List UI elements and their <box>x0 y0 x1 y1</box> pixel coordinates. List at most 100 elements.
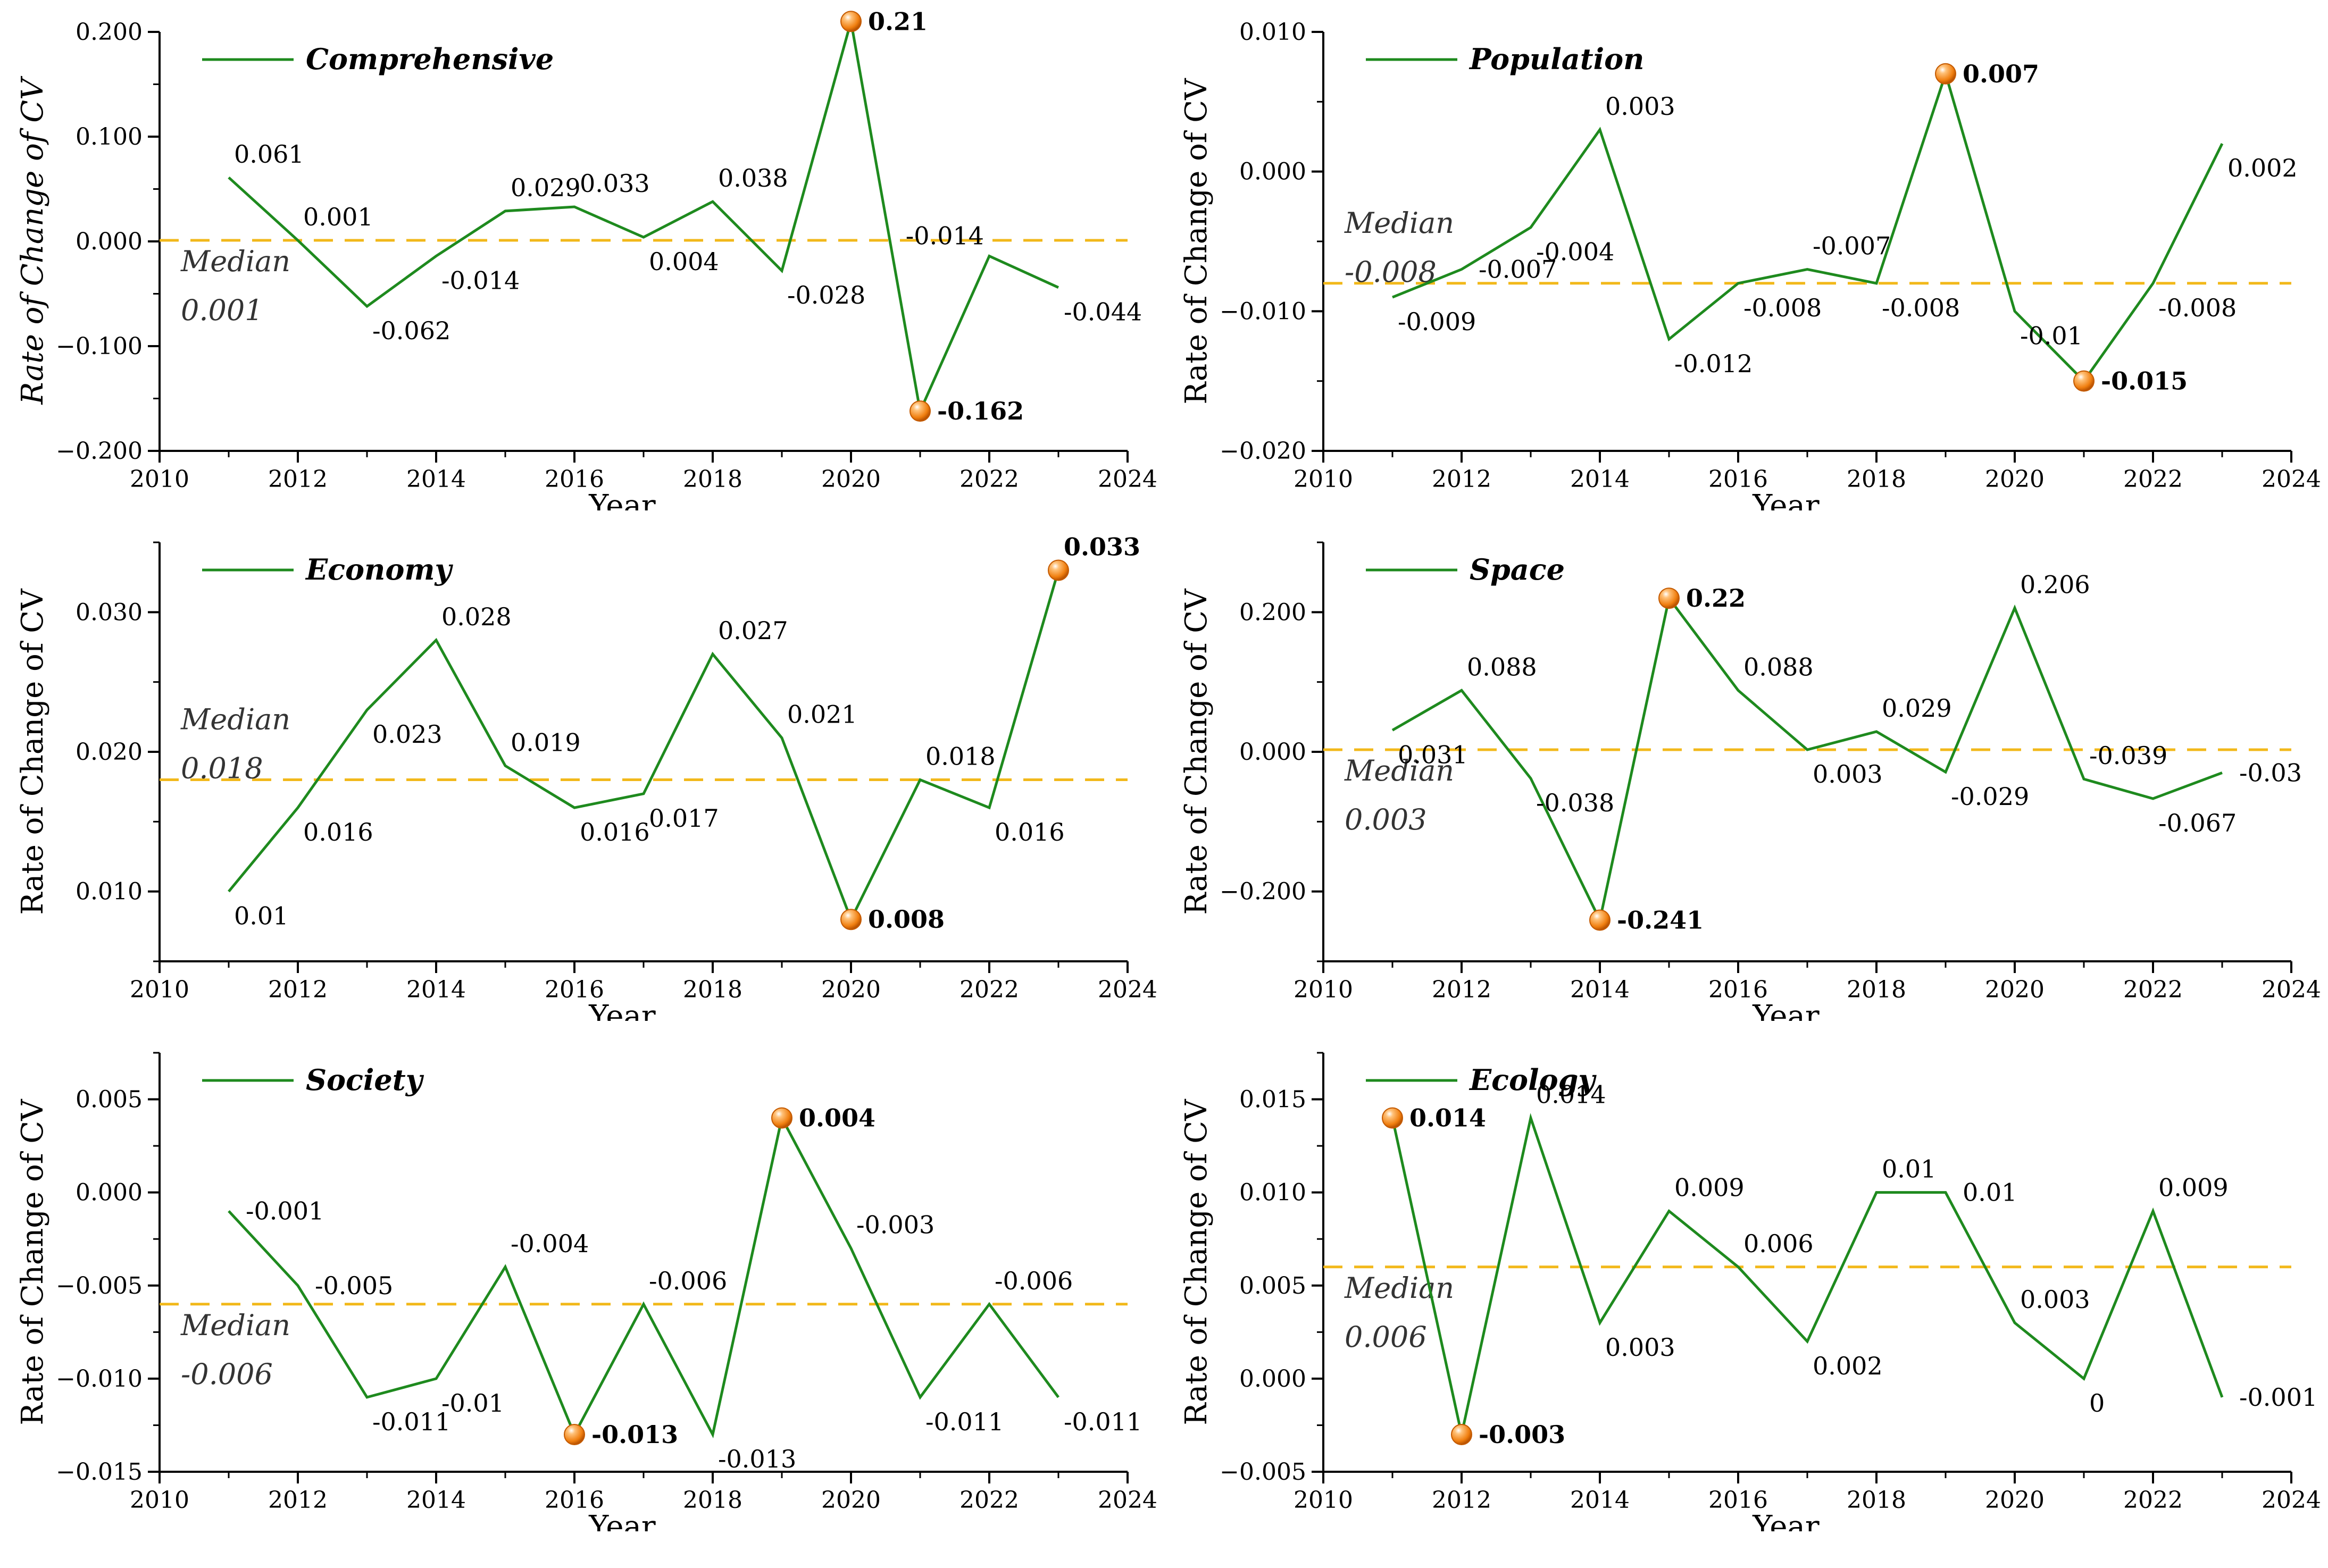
y-tick-label: 0.000 <box>76 228 143 255</box>
x-tick-label: 2012 <box>1432 1487 1491 1514</box>
data-label: 0.001 <box>303 203 373 231</box>
x-tick-label: 2018 <box>683 1487 742 1514</box>
data-label: 0 <box>2089 1389 2105 1418</box>
legend-label: Ecology <box>1468 1063 1597 1097</box>
y-tick-label: −0.005 <box>56 1272 143 1299</box>
extreme-point-marker <box>909 400 931 422</box>
extreme-point-marker <box>1451 1423 1472 1445</box>
x-axis-title: Year <box>588 1510 656 1531</box>
x-tick-label: 2014 <box>406 976 466 1003</box>
data-label: 0.019 <box>511 728 581 757</box>
median-value: 0.018 <box>181 752 263 785</box>
x-tick-label: 2018 <box>1847 1487 1906 1514</box>
data-label: -0.011 <box>925 1407 1004 1436</box>
y-tick-label: −0.100 <box>56 333 143 360</box>
data-label: -0.011 <box>372 1407 450 1436</box>
data-label: -0.044 <box>1064 298 1142 326</box>
y-tick-label: −0.020 <box>1220 438 1306 465</box>
x-tick-label: 2018 <box>683 976 742 1003</box>
x-tick-label: 2024 <box>1098 976 1157 1003</box>
legend-label: Space <box>1470 552 1565 586</box>
extreme-point-marker <box>771 1107 792 1129</box>
x-tick-label: 2016 <box>1708 1487 1768 1514</box>
extreme-point-marker <box>1658 588 1680 609</box>
median-label: Median <box>1344 1271 1454 1305</box>
data-label: -0.007 <box>1813 232 1891 261</box>
y-tick-label: 0.200 <box>76 19 143 46</box>
data-label: 0.01 <box>1963 1178 2017 1207</box>
data-label: 0.002 <box>2227 154 2298 182</box>
y-axis-title: Rate of Change of CV <box>15 1099 50 1426</box>
data-label: -0.039 <box>2089 741 2167 770</box>
data-label: 0.018 <box>925 742 996 771</box>
extreme-point-marker <box>1382 1107 1403 1129</box>
x-tick-label: 2012 <box>1432 976 1491 1003</box>
x-tick-label: 2010 <box>1294 1487 1353 1514</box>
data-label: 0.008 <box>868 905 945 934</box>
y-tick-label: −0.200 <box>56 438 143 465</box>
y-tick-label: −0.015 <box>56 1458 143 1486</box>
extreme-point-marker <box>1048 559 1069 581</box>
data-label: -0.001 <box>2239 1383 2317 1412</box>
y-axis-title: Rate of Change of CV <box>15 588 50 915</box>
data-label: 0.029 <box>1882 694 1952 723</box>
x-tick-label: 2020 <box>821 466 881 493</box>
median-value: -0.008 <box>1345 255 1437 289</box>
x-tick-label: 2010 <box>1294 976 1353 1003</box>
median-label: Median <box>1344 754 1454 787</box>
data-label: -0.013 <box>591 1420 678 1449</box>
data-label: -0.062 <box>372 316 450 345</box>
data-label: 0.003 <box>1605 92 1675 121</box>
series-line <box>1391 1113 2224 1435</box>
x-tick-label: 2016 <box>1708 466 1768 493</box>
x-tick-label: 2014 <box>406 1487 466 1514</box>
data-label: -0.008 <box>1743 294 1822 322</box>
extreme-point-marker <box>840 909 862 930</box>
data-label: -0.009 <box>1398 307 1476 336</box>
x-tick-label: 2022 <box>959 1487 1019 1514</box>
y-tick-label: −0.010 <box>56 1365 143 1393</box>
x-tick-label: 2022 <box>2123 976 2183 1003</box>
series-line <box>228 1114 1060 1439</box>
x-axis-title: Year <box>1752 999 1820 1021</box>
x-tick-label: 2020 <box>1985 1487 2045 1514</box>
data-label: 0.004 <box>649 247 719 276</box>
data-label: 0.016 <box>580 818 650 846</box>
data-label: 0.21 <box>868 7 928 36</box>
median-label: Median <box>180 1309 290 1342</box>
x-tick-label: 2016 <box>545 1487 604 1514</box>
data-label: 0.003 <box>1813 760 1883 789</box>
y-tick-label: 0.005 <box>76 1086 143 1113</box>
median-label: Median <box>180 703 290 736</box>
data-label: 0.021 <box>787 700 857 729</box>
data-label: 0.088 <box>1743 652 1814 681</box>
y-tick-label: 0.100 <box>76 123 143 150</box>
extreme-point-marker <box>2073 370 2095 392</box>
panel-society: 2010 2012 2014 2016 2018 2020 2022 2024 −0.015 −0… <box>15 1052 1157 1531</box>
data-label: 0.031 <box>1398 740 1468 769</box>
data-label: 0.014 <box>1536 1080 1606 1109</box>
x-axis-title: Year <box>588 999 656 1021</box>
data-label: -0.029 <box>1951 782 2029 811</box>
data-label: 0.038 <box>718 164 788 192</box>
series-line <box>1392 69 2224 383</box>
data-label: -0.011 <box>1064 1407 1142 1436</box>
extreme-point-marker <box>1589 909 1611 931</box>
data-label: 0.029 <box>511 173 581 202</box>
data-label: -0.028 <box>787 281 865 309</box>
x-tick-label: 2018 <box>1847 466 1906 493</box>
y-tick-label: 0.005 <box>1239 1272 1306 1299</box>
x-tick-label: 2022 <box>2123 466 2183 493</box>
data-label: -0.012 <box>1674 349 1753 378</box>
x-tick-label: 2024 <box>2262 1487 2321 1514</box>
x-tick-label: 2024 <box>2262 466 2321 493</box>
y-tick-label: 0.010 <box>1239 1179 1306 1206</box>
y-tick-label: −0.005 <box>1220 1458 1306 1486</box>
data-label: -0.008 <box>2158 294 2237 322</box>
legend-label: Economy <box>305 552 453 586</box>
data-label: 0.009 <box>2158 1173 2229 1202</box>
x-tick-label: 2010 <box>130 1487 189 1514</box>
x-tick-label: 2010 <box>1294 466 1353 493</box>
data-label: 0.004 <box>799 1104 875 1133</box>
data-label: -0.008 <box>1882 294 1960 322</box>
